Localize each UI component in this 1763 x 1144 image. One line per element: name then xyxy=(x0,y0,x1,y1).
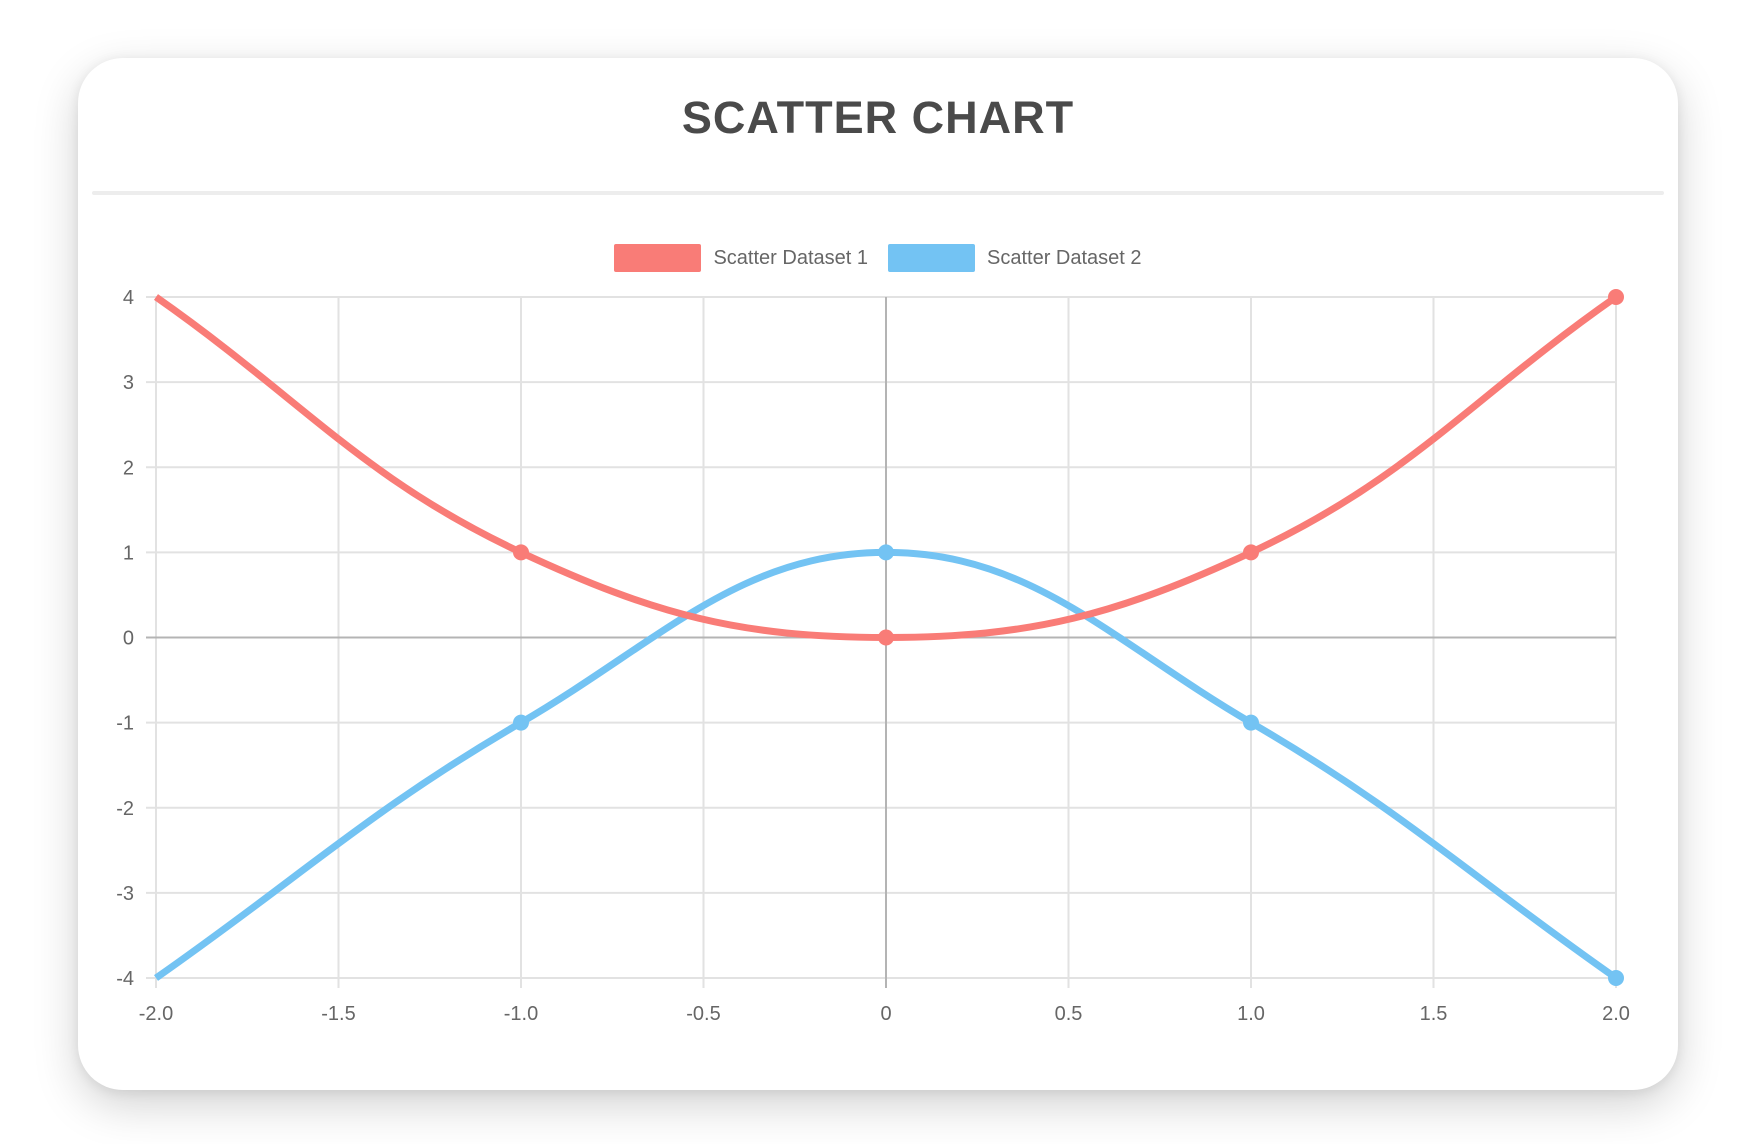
legend-item-2[interactable]: Scatter Dataset 2 xyxy=(888,244,1142,272)
data-point[interactable] xyxy=(878,544,894,561)
y-tick-label: 2 xyxy=(123,457,134,479)
x-axis-tick-labels: -2.0 -1.5 -1.0 -0.5 0 0.5 1.0 1.5 2.0 xyxy=(139,1003,1630,1025)
y-tick-label: -1 xyxy=(116,713,134,735)
y-tick-label: -3 xyxy=(116,883,134,905)
x-tick-label: 0.5 xyxy=(1055,1003,1083,1025)
data-point[interactable] xyxy=(1243,544,1259,561)
x-tick-label: 1.5 xyxy=(1420,1003,1448,1025)
y-tick-label: -2 xyxy=(116,798,134,820)
x-tick-label: 1.0 xyxy=(1237,1003,1265,1025)
data-point[interactable] xyxy=(513,544,529,561)
y-tick-label: 3 xyxy=(123,372,134,394)
x-tick-label: 0 xyxy=(880,1003,891,1025)
y-axis-tick-labels: 4 3 2 1 0 -1 -2 -3 -4 xyxy=(116,287,134,990)
y-tick-label: 1 xyxy=(123,542,134,564)
y-tick-label: 4 xyxy=(123,287,134,309)
y-tick-label: -4 xyxy=(116,968,134,990)
title-divider xyxy=(92,191,1664,195)
legend-item-1[interactable]: Scatter Dataset 1 xyxy=(614,244,868,272)
x-tick-label: -0.5 xyxy=(686,1003,720,1025)
data-point[interactable] xyxy=(513,714,529,731)
legend-swatch-2 xyxy=(888,244,975,272)
data-point[interactable] xyxy=(1243,714,1259,731)
data-point[interactable] xyxy=(1608,970,1624,986)
series-1 xyxy=(153,289,1624,646)
x-tick-label: -1.5 xyxy=(321,1003,355,1025)
legend-swatch-1 xyxy=(614,244,702,272)
chart-title: SCATTER CHART xyxy=(681,92,1075,143)
x-tick-label: -2.0 xyxy=(139,1003,173,1025)
scatter-chart-canvas[interactable]: -2.0 -1.5 -1.0 -0.5 0 0.5 1.0 1.5 2.0 4 3 2 1 0 -1 -2 -3… xyxy=(78,58,1678,1090)
legend-label-2: Scatter Dataset 2 xyxy=(987,246,1142,269)
x-tick-label: 2.0 xyxy=(1602,1003,1630,1025)
data-point[interactable] xyxy=(1608,289,1624,305)
legend-label-1: Scatter Dataset 1 xyxy=(713,246,868,269)
legend: Scatter Dataset 1 Scatter Dataset 2 xyxy=(78,244,1678,272)
x-tick-label: -1.0 xyxy=(504,1003,538,1025)
y-tick-label: 0 xyxy=(123,628,134,650)
chart-card: SCATTER CHART Scatter Dataset 1 Scatter D… xyxy=(78,58,1678,1090)
data-point[interactable] xyxy=(878,629,894,646)
series-2 xyxy=(153,544,1624,986)
